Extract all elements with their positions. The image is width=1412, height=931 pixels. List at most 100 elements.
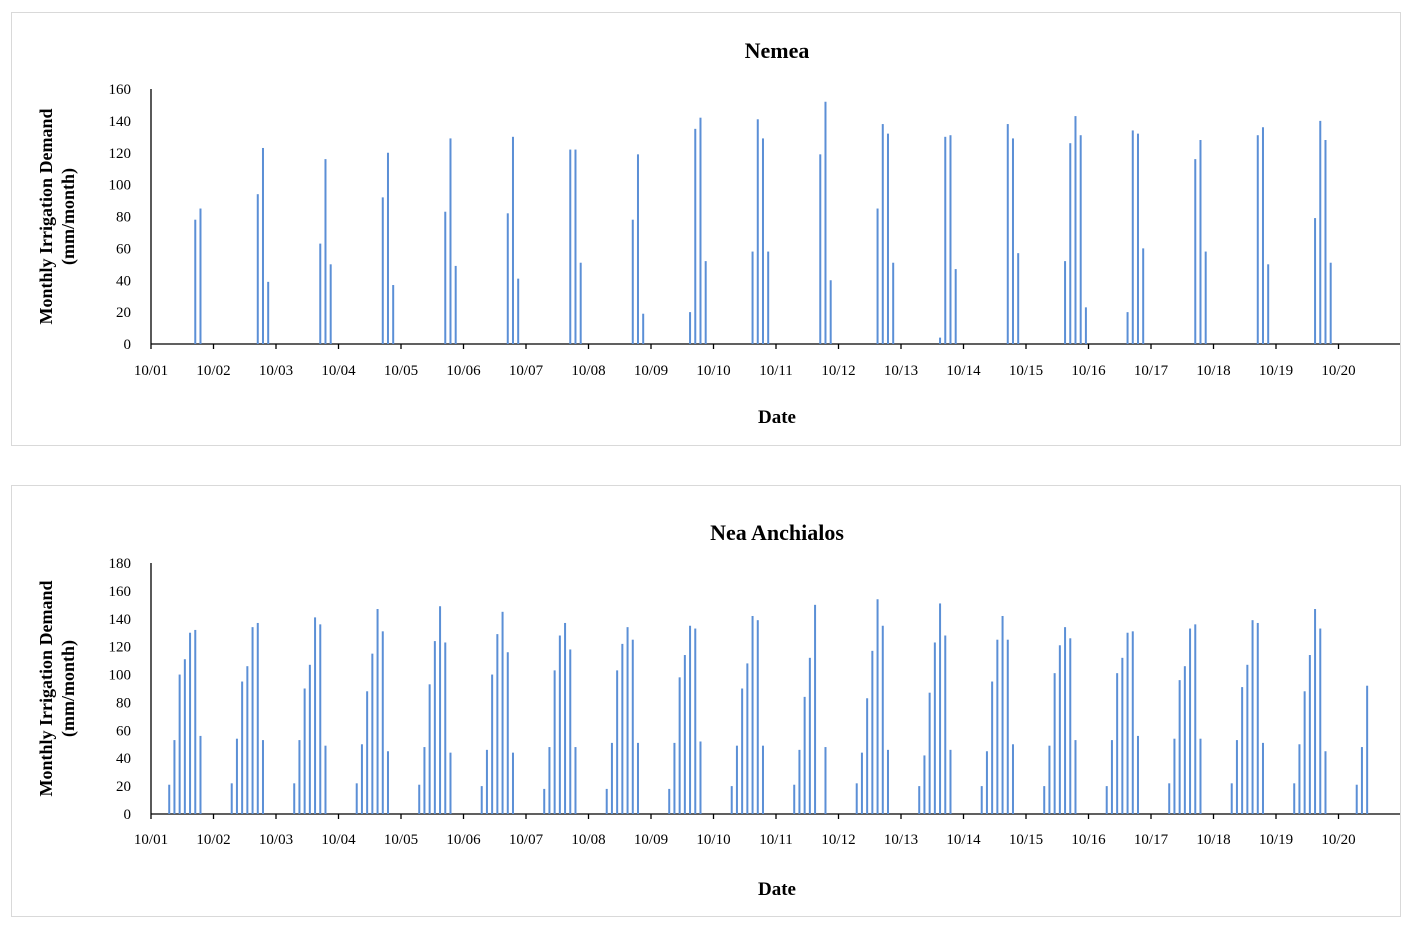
bar bbox=[319, 243, 322, 344]
bar bbox=[1256, 135, 1259, 344]
bar bbox=[1006, 639, 1009, 814]
x-tick-label: 10/12 bbox=[821, 363, 855, 379]
bar bbox=[673, 742, 676, 814]
bar bbox=[553, 670, 556, 814]
bar bbox=[574, 747, 577, 814]
bar bbox=[886, 133, 889, 344]
bar bbox=[793, 784, 796, 814]
bar bbox=[1303, 691, 1306, 814]
bar bbox=[1319, 120, 1322, 344]
bar bbox=[371, 653, 374, 814]
bar bbox=[876, 599, 879, 814]
bar bbox=[355, 783, 358, 814]
x-tick-label: 10/04 bbox=[321, 363, 356, 379]
bar bbox=[1199, 738, 1202, 814]
bar bbox=[636, 742, 639, 814]
x-tick-label: 10/17 bbox=[1134, 363, 1169, 379]
bar bbox=[1235, 740, 1238, 814]
x-tick-label: 10/14 bbox=[946, 832, 981, 848]
bar bbox=[199, 735, 202, 814]
bar bbox=[433, 641, 436, 814]
bar bbox=[241, 681, 244, 814]
bar bbox=[298, 740, 301, 814]
y-axis-unit-label: (mm/month) bbox=[58, 640, 79, 737]
bar bbox=[1053, 673, 1056, 814]
x-tick-label: 10/12 bbox=[821, 832, 855, 848]
bar bbox=[939, 603, 942, 814]
bar bbox=[605, 788, 608, 814]
bar bbox=[194, 629, 197, 814]
bar bbox=[308, 664, 311, 814]
bar bbox=[381, 197, 384, 344]
bar bbox=[923, 755, 926, 814]
x-tick-label: 10/02 bbox=[196, 363, 230, 379]
bar bbox=[1230, 783, 1233, 814]
bar bbox=[824, 101, 827, 344]
y-tick-label: 80 bbox=[116, 210, 131, 226]
bar bbox=[642, 313, 645, 344]
bar bbox=[1256, 622, 1259, 814]
bar bbox=[454, 265, 457, 344]
bar bbox=[798, 749, 801, 814]
x-tick-label: 10/16 bbox=[1071, 363, 1106, 379]
bar bbox=[360, 744, 363, 814]
bar bbox=[819, 154, 822, 344]
bar bbox=[767, 251, 770, 344]
bar bbox=[173, 740, 176, 814]
bar bbox=[199, 208, 202, 344]
x-tick-label: 10/14 bbox=[946, 363, 981, 379]
bar bbox=[386, 751, 389, 814]
bar bbox=[324, 159, 327, 344]
bar bbox=[1126, 312, 1129, 344]
bar bbox=[543, 788, 546, 814]
chart-title: Nea Anchialos bbox=[710, 520, 844, 545]
bar bbox=[1058, 645, 1061, 814]
bar bbox=[511, 752, 514, 814]
bar bbox=[235, 738, 238, 814]
bar bbox=[564, 622, 567, 814]
bar bbox=[194, 219, 197, 344]
bar bbox=[1194, 624, 1197, 814]
y-tick-label: 180 bbox=[109, 556, 132, 572]
y-tick-label: 80 bbox=[116, 695, 131, 711]
bar bbox=[314, 617, 317, 814]
x-tick-label: 10/05 bbox=[384, 832, 418, 848]
bar bbox=[824, 747, 827, 814]
bar bbox=[1131, 130, 1134, 344]
x-tick-label: 10/03 bbox=[259, 363, 293, 379]
bar bbox=[1241, 687, 1244, 814]
bar bbox=[168, 784, 171, 814]
y-axis-unit-label: (mm/month) bbox=[58, 168, 79, 265]
bar bbox=[694, 128, 697, 344]
bar bbox=[1011, 138, 1014, 344]
bar bbox=[1017, 253, 1020, 344]
y-tick-label: 0 bbox=[124, 337, 132, 353]
bar bbox=[1069, 638, 1072, 814]
bar bbox=[991, 681, 994, 814]
x-tick-label: 10/07 bbox=[509, 363, 544, 379]
bar bbox=[803, 696, 806, 814]
x-tick-label: 10/16 bbox=[1071, 832, 1106, 848]
bar bbox=[256, 194, 259, 344]
bar bbox=[1329, 262, 1332, 344]
bar bbox=[319, 624, 322, 814]
bar bbox=[1178, 680, 1181, 814]
bar bbox=[230, 783, 233, 814]
y-tick-label: 0 bbox=[124, 807, 132, 823]
bar bbox=[621, 643, 624, 814]
bar bbox=[944, 136, 947, 344]
y-tick-label: 60 bbox=[116, 241, 131, 257]
y-tick-label: 100 bbox=[109, 178, 132, 194]
bar bbox=[610, 742, 613, 814]
y-tick-label: 160 bbox=[109, 584, 132, 600]
x-tick-label: 10/10 bbox=[696, 832, 730, 848]
x-tick-label: 10/13 bbox=[884, 832, 918, 848]
bar bbox=[386, 152, 389, 344]
y-tick-label: 140 bbox=[109, 114, 132, 130]
bar bbox=[261, 740, 264, 814]
bar bbox=[626, 627, 629, 814]
bar bbox=[574, 149, 577, 344]
bar bbox=[418, 784, 421, 814]
bar bbox=[678, 677, 681, 814]
bar bbox=[761, 138, 764, 344]
